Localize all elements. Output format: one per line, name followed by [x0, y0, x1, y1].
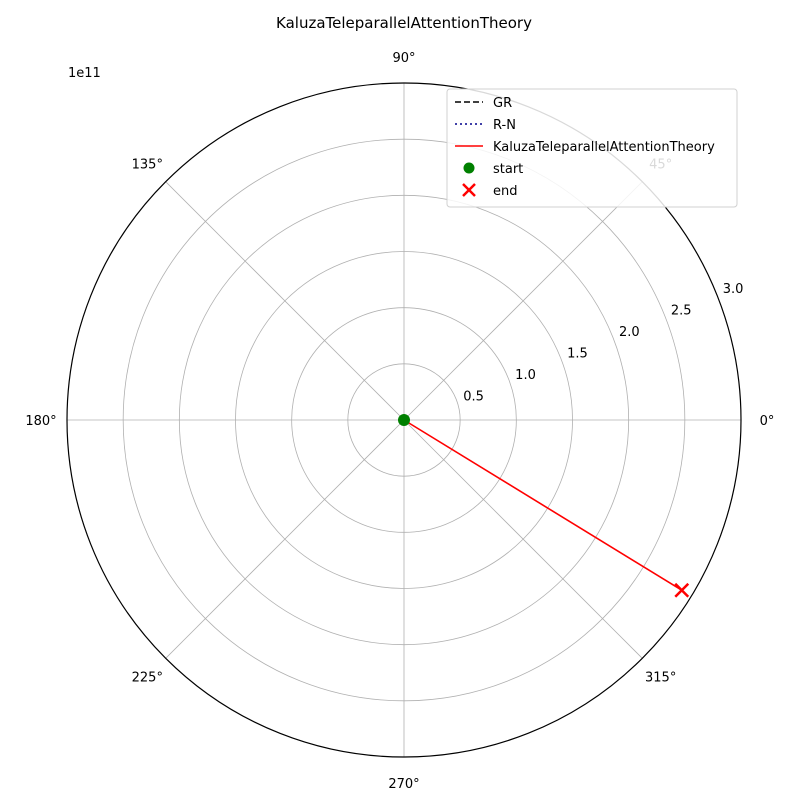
legend-entry: KaluzaTeleparallelAttentionTheory — [455, 140, 715, 155]
angular-tick-label: 270° — [388, 777, 419, 792]
radial-tick-label: 0.5 — [463, 389, 484, 404]
radial-tick-label: 2.0 — [619, 325, 640, 340]
legend-box — [446, 88, 738, 208]
radial-gridline — [122, 138, 686, 702]
tick-labels: 0°45°90°135°180°225°270°315°0.51.01.52.0… — [25, 51, 774, 792]
legend-label: KaluzaTeleparallelAttentionTheory — [493, 140, 715, 155]
legend-label: end — [493, 184, 518, 199]
legend-entry: end — [462, 183, 518, 199]
radial-gridline — [178, 194, 630, 646]
angular-tick-label: 90° — [392, 51, 415, 66]
angular-tick-label: 225° — [132, 671, 163, 686]
radial-gridline — [291, 307, 517, 533]
legend-label: start — [493, 162, 523, 177]
legend: GR R-N KaluzaTeleparallelAttentionTheory st… — [446, 88, 738, 208]
grid — [66, 82, 742, 758]
legend-label: R-N — [493, 118, 516, 133]
end-marker — [674, 582, 690, 598]
legend-label: GR — [493, 96, 512, 111]
angular-tick-label: 315° — [645, 671, 676, 686]
radial-scale-label: 1e11 — [68, 66, 101, 81]
series — [403, 419, 683, 591]
radial-tick-label: 1.0 — [515, 368, 536, 383]
markers — [398, 414, 690, 598]
chart-title: KaluzaTeleparallelAttentionTheory — [276, 14, 532, 32]
outer-frame — [66, 82, 742, 758]
radial-gridline — [347, 363, 461, 477]
radial-tick-label: 3.0 — [723, 282, 744, 297]
legend-entry: start — [463, 162, 523, 177]
radial-tick-label: 2.5 — [671, 303, 692, 318]
legend-entry: R-N — [455, 118, 516, 133]
angular-tick-label: 180° — [25, 414, 56, 429]
start-marker — [398, 414, 410, 426]
legend-swatch — [463, 162, 475, 174]
radial-gridline — [235, 251, 573, 589]
radial-tick-label: 1.5 — [567, 346, 588, 361]
angular-tick-label: 0° — [760, 414, 775, 429]
legend-entry: GR — [455, 96, 512, 111]
angular-tick-label: 135° — [132, 157, 163, 172]
series-line-kaluzateleparallelattentiontheory — [403, 419, 683, 591]
